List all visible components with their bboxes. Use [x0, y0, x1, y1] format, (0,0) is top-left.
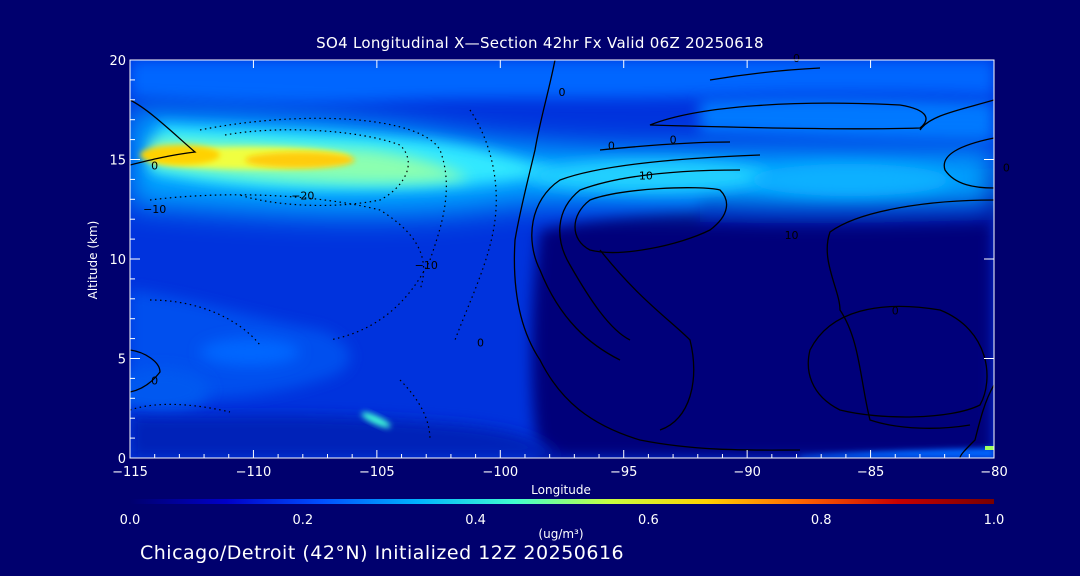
contour-solid	[559, 169, 741, 341]
x-tick-label: −95	[610, 465, 637, 480]
contour-dotted	[130, 403, 231, 413]
y-tick-label: 15	[109, 154, 126, 169]
contour-label: 0	[608, 140, 615, 153]
x-tick-label: −115	[112, 465, 148, 480]
colorbar-tick-label: 0.8	[811, 513, 832, 528]
contour-solid	[807, 305, 988, 418]
contour-label: 0	[151, 374, 158, 387]
colorbar-tick-label: 0.2	[292, 513, 313, 528]
contour-solid	[130, 349, 161, 393]
colorbar-tick-label: 0.6	[638, 513, 659, 528]
x-tick-label: −90	[733, 465, 760, 480]
contour-solid	[943, 137, 994, 189]
x-tick-label: −80	[980, 465, 1007, 480]
x-tick-label: −85	[857, 465, 884, 480]
chart-title: SO4 Longitudinal X—Section 42hr Fx Valid…	[316, 34, 764, 52]
contour-label: −20	[291, 189, 314, 202]
x-tick-label: −110	[236, 465, 272, 480]
y-axis: 0 5 10 15 20	[109, 54, 994, 467]
contour-solid	[531, 154, 761, 361]
y-tick-label: 0	[118, 452, 126, 467]
contour-dotted	[199, 117, 447, 341]
contour-solid	[599, 141, 731, 151]
contour-label: 10	[639, 169, 653, 182]
contour-solid	[513, 60, 801, 451]
footer-caption: Chicago/Detroit (42°N) Initialized 12Z 2…	[140, 542, 625, 564]
colorbar-tick-label: 0.0	[120, 513, 141, 528]
contour-solid	[649, 102, 927, 130]
contour-label: 0	[892, 305, 899, 318]
y-tick-label: 10	[109, 253, 126, 268]
x-tick-label: −100	[482, 465, 518, 480]
contour-solid	[574, 187, 728, 254]
contour-dotted	[149, 299, 261, 346]
y-tick-label: 20	[109, 54, 126, 69]
contour-solid	[599, 249, 695, 431]
contour-solid	[826, 199, 994, 429]
y-tick-label: 5	[118, 353, 126, 368]
colorbar	[130, 499, 994, 504]
contour-label: 0	[670, 134, 677, 147]
contour-solid	[959, 384, 994, 458]
contour-label: 0	[477, 337, 484, 350]
contour-label: 0	[559, 86, 566, 99]
contour-lines	[130, 60, 994, 458]
x-axis-label: Longitude	[531, 483, 591, 497]
contour-solid	[130, 99, 197, 166]
contour-dotted	[454, 109, 497, 341]
colorbar-tick-label: 0.4	[465, 513, 486, 528]
contour-label: 0	[1003, 161, 1010, 174]
colorbar-tick-label: 1.0	[984, 513, 1005, 528]
concentration-field	[130, 60, 994, 458]
contour-label: −10	[415, 259, 438, 272]
contour-label: 0	[793, 52, 800, 65]
contour-labels: 0 −20 −10 −10 0 0 0 0 0 0 0 10 10 0	[143, 52, 1010, 387]
y-axis-label: Altitude (km)	[86, 221, 100, 300]
contour-label: 10	[785, 229, 799, 242]
x-tick-label: −105	[359, 465, 395, 480]
contour-solid	[919, 99, 994, 131]
contour-label: −10	[143, 203, 166, 216]
colorbar-label: (ug/m³)	[538, 527, 583, 541]
dotted-contours	[130, 109, 497, 441]
colorbar-ticks: 0.0 0.2 0.4 0.6 0.8 1.0	[120, 513, 1005, 528]
contour-label: 0	[151, 159, 158, 172]
x-axis: −115 −110 −105 −100 −95 −90 −85 −80	[112, 60, 1008, 480]
contour-solid	[709, 67, 821, 81]
